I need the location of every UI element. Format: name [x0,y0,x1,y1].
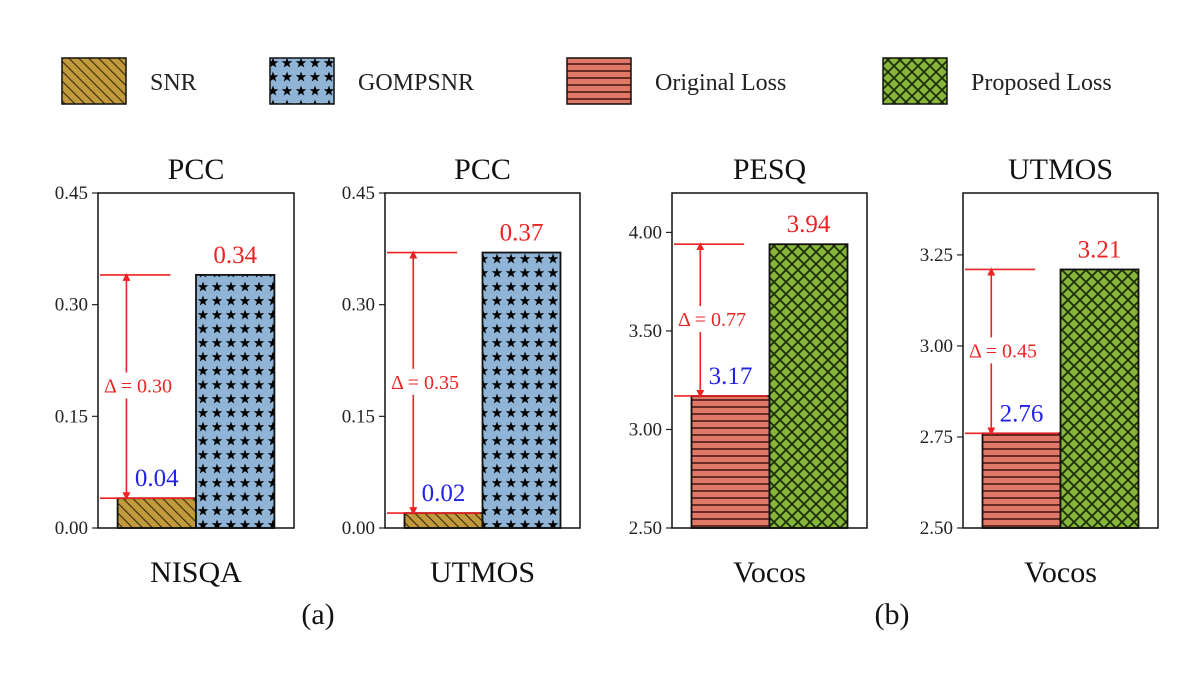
bar-prop [1059,268,1140,529]
delta-label: Δ = 0.35 [391,372,459,394]
y-tick-label: 0.00 [342,518,375,539]
legend-label-prop: Proposed Loss [971,70,1112,96]
panel-2: 0.00 0.15 0.30 0.45 0.02 0.37 Δ = 0.35 PCC UTMOS [342,153,581,589]
x-category-label: Vocos [733,556,806,589]
value-label-baseline: 3.17 [709,363,753,390]
y-tick-label: 0.30 [342,295,375,316]
bar-gomp [195,273,276,529]
x-category-label: NISQA [150,556,242,589]
plot-frame [384,192,581,529]
plot-frame [97,192,295,529]
delta-label-bg [389,368,473,395]
panel-1: 0.00 0.15 0.30 0.45 0.04 0.34 Δ = 0.30 PCC NISQA [55,153,295,589]
panel-3: 2.50 3.00 3.50 4.00 3.17 3.94 Δ = 0.77 PESQ Voco… [629,153,868,589]
legend-item-prop: Proposed Loss [882,57,1112,105]
panels: 0.00 0.15 0.30 0.45 0.04 0.34 Δ = 0.30 PCC NISQA… [55,153,1159,589]
plot-frame [671,192,868,529]
legend: SNR GOMPSNR Original Loss Proposed Loss [61,57,1112,105]
subfigure-label-b: (b) [875,598,910,631]
y-tick-label: 2.50 [629,518,662,539]
delta-label: Δ = 0.77 [678,309,746,331]
panel-title: PCC [454,153,511,186]
y-tick-label: 0.15 [342,406,375,427]
panel-title: UTMOS [1008,153,1113,186]
value-label-baseline: 0.04 [135,465,179,492]
y-tick-label: 0.15 [55,406,88,427]
bar-orig [981,432,1062,529]
y-tick-label: 3.50 [629,321,662,342]
value-label-improved: 3.94 [787,211,831,238]
legend-label-orig: Original Loss [655,70,786,96]
legend-swatch-snr [61,57,127,105]
x-category-label: UTMOS [430,556,535,589]
bar-prop [768,243,849,529]
y-tick-label: 3.25 [920,245,953,266]
legend-swatch-orig [566,57,632,105]
y-tick-label: 0.45 [342,183,375,204]
delta-label: Δ = 0.30 [104,376,172,398]
plot-frame [962,192,1159,529]
legend-item-orig: Original Loss [566,57,786,105]
bar-orig [690,395,771,529]
delta-label-bg [676,306,760,333]
delta-label-bg [967,337,1051,364]
subfigure-label-a: (a) [301,598,334,631]
panel-4: 2.50 2.75 3.00 3.25 2.76 3.21 Δ = 0.45 UTMOS Voc… [920,153,1159,589]
y-tick-label: 3.00 [629,419,662,440]
bar-snr [116,497,197,529]
y-tick-label: 0.30 [55,295,88,316]
y-tick-label: 0.45 [55,183,88,204]
legend-swatch-prop [882,57,948,105]
bar-snr [403,512,484,529]
value-label-baseline: 0.02 [422,480,466,507]
legend-item-snr: SNR [61,57,197,105]
legend-label-snr: SNR [150,70,197,96]
value-label-improved: 0.37 [500,220,544,247]
legend-swatch-gomp [269,57,335,105]
legend-item-gomp: GOMPSNR [269,57,474,105]
value-label-baseline: 2.76 [1000,400,1044,427]
y-tick-label: 4.00 [629,222,662,243]
value-label-improved: 3.21 [1078,236,1122,263]
x-category-label: Vocos [1024,556,1097,589]
panel-title: PCC [168,153,225,186]
delta-label: Δ = 0.45 [969,340,1037,362]
y-tick-label: 0.00 [55,518,88,539]
value-label-improved: 0.34 [213,242,257,269]
panel-title: PESQ [733,153,807,186]
y-tick-label: 2.75 [920,427,953,448]
y-tick-label: 3.00 [920,336,953,357]
legend-label-gomp: GOMPSNR [358,70,474,96]
y-tick-label: 2.50 [920,518,953,539]
bar-gomp [481,251,562,529]
delta-label-bg [102,372,186,399]
